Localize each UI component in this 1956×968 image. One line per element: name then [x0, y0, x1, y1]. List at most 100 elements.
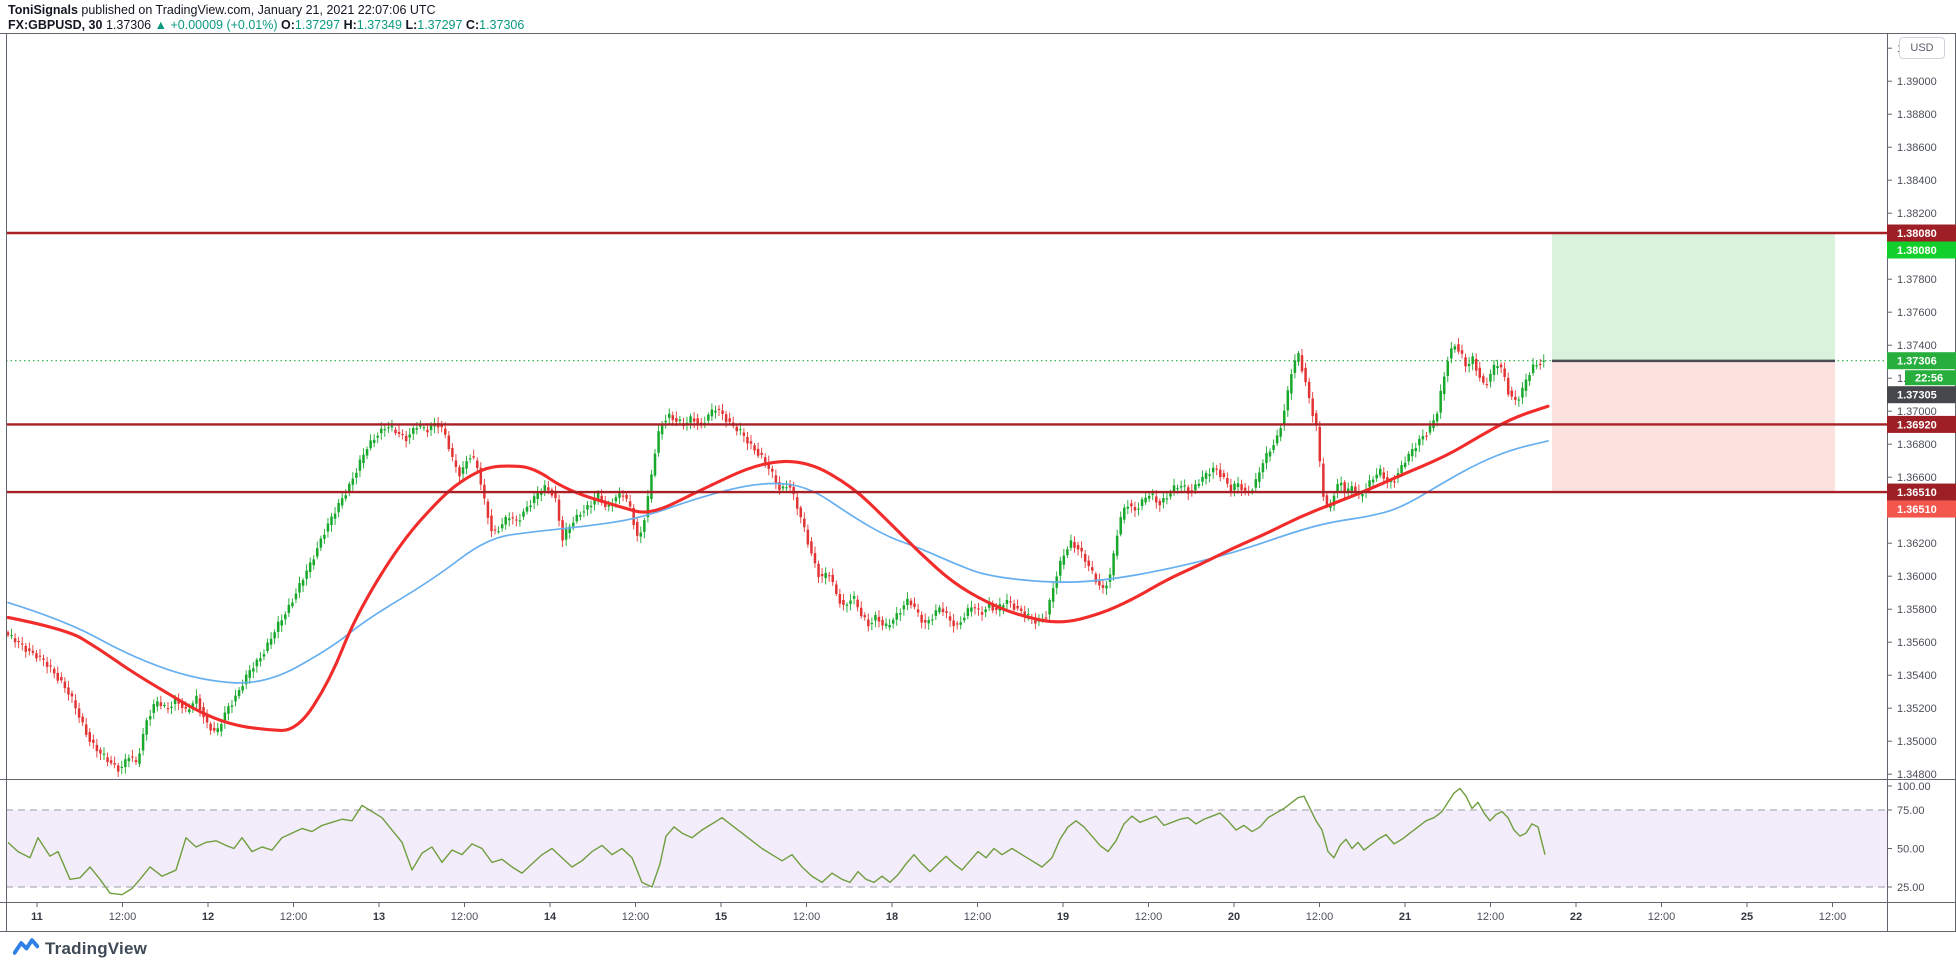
close-label: C: [465, 18, 480, 32]
candle-body [508, 518, 511, 521]
candle-body [614, 497, 618, 502]
candle-body [977, 608, 980, 610]
price-tick-label: 1.37000 [1897, 406, 1937, 418]
candle-body [1410, 449, 1414, 457]
publisher-name: ToniSignals [8, 3, 78, 17]
candle-body [991, 604, 994, 611]
candle-body [465, 461, 468, 469]
candle-body [810, 541, 813, 554]
candle-body [1538, 363, 1542, 365]
candle-body [170, 706, 173, 709]
candle-body [1307, 381, 1311, 399]
candle-body [1528, 375, 1531, 382]
tradingview-logo[interactable]: TradingView [13, 936, 147, 962]
candle-body [1496, 366, 1499, 369]
candle-body [486, 501, 490, 518]
candle-body [1300, 355, 1304, 372]
candle-body [941, 608, 945, 613]
candle-body [358, 459, 362, 471]
candle-body [1101, 584, 1105, 588]
candle-body [931, 619, 934, 621]
candle-body [1254, 479, 1258, 488]
candle-body [870, 623, 874, 625]
candle-body [1094, 573, 1098, 583]
candle-body [1489, 373, 1492, 382]
axis-price-chip [1887, 483, 1956, 501]
candle-body [781, 486, 785, 489]
candle-body [650, 474, 653, 499]
candle-body [742, 432, 746, 436]
candle-body [1201, 476, 1204, 482]
candle-body [92, 739, 95, 743]
candle-body [1080, 547, 1083, 552]
candle-body [102, 753, 106, 755]
time-tick-label: 12:00 [622, 911, 650, 923]
currency-badge[interactable]: USD [1899, 37, 1945, 59]
candle-body [948, 616, 952, 621]
candle-body [216, 728, 219, 732]
candle-body [735, 426, 739, 432]
candle-body [305, 570, 308, 579]
candle-body [380, 428, 383, 434]
time-tick-label: 12:00 [280, 911, 308, 923]
candle-body [749, 441, 753, 444]
candle-body [813, 553, 817, 564]
candle-body [714, 410, 717, 413]
candle-body [586, 504, 589, 510]
candle-body [88, 732, 92, 742]
candle-body [1147, 495, 1151, 499]
candle-body [1005, 599, 1009, 604]
candle-body [1222, 473, 1226, 478]
candle-body [422, 427, 426, 429]
candle-body [571, 522, 575, 527]
candle-body [1311, 398, 1314, 417]
candle-body [557, 499, 561, 521]
candle-body [70, 693, 74, 697]
candle-body [877, 616, 881, 622]
candle-body [49, 665, 52, 667]
rsi-tick-label: 25.00 [1897, 882, 1925, 894]
candle-body [1382, 472, 1386, 479]
candle-body [607, 504, 611, 507]
candle-body [963, 617, 966, 621]
candle-body [134, 760, 138, 763]
price-change: +0.00009 (+0.01%) [170, 18, 278, 32]
candle-body [156, 701, 159, 707]
price-tick-label: 1.34800 [1897, 769, 1937, 781]
candle-body [820, 573, 824, 577]
price-tick-label: 1.38200 [1897, 208, 1937, 220]
candle-body [1378, 468, 1382, 476]
tradingview-logo-icon [13, 936, 39, 962]
candle-body [323, 534, 326, 539]
candle-body [1517, 399, 1521, 401]
candle-body [220, 724, 223, 732]
candle-body [1027, 614, 1030, 616]
price-tick-label: 1.35600 [1897, 637, 1937, 649]
candle-body [643, 520, 646, 532]
candle-body [831, 574, 835, 583]
position-loss-zone[interactable] [1552, 360, 1835, 493]
axis-price-chip [1887, 386, 1956, 404]
candle-body [671, 415, 675, 421]
candle-body [1083, 554, 1087, 562]
candle-body [205, 715, 209, 723]
position-profit-zone[interactable] [1552, 233, 1835, 361]
candle-body [980, 612, 984, 615]
axis-price-chip-label: 1.37306 [1897, 356, 1937, 368]
time-tick-label: 12:00 [964, 911, 992, 923]
candle-body [1140, 499, 1144, 507]
open-label: O: [281, 18, 295, 32]
candle-body [817, 563, 820, 578]
candle-body [987, 603, 991, 608]
candle-body [113, 763, 116, 765]
symbol-legend[interactable]: FX:GBPUSD, 30 1.37306 ▲ +0.00009 (+0.01%… [8, 18, 524, 33]
candle-body [1091, 567, 1094, 571]
candle-body [1034, 619, 1037, 624]
rsi-band [6, 810, 1887, 887]
candle-body [1506, 377, 1510, 395]
candle-body [17, 641, 20, 643]
axis-price-chip [1905, 370, 1956, 386]
candle-body [476, 460, 479, 469]
candle-body [262, 654, 266, 657]
